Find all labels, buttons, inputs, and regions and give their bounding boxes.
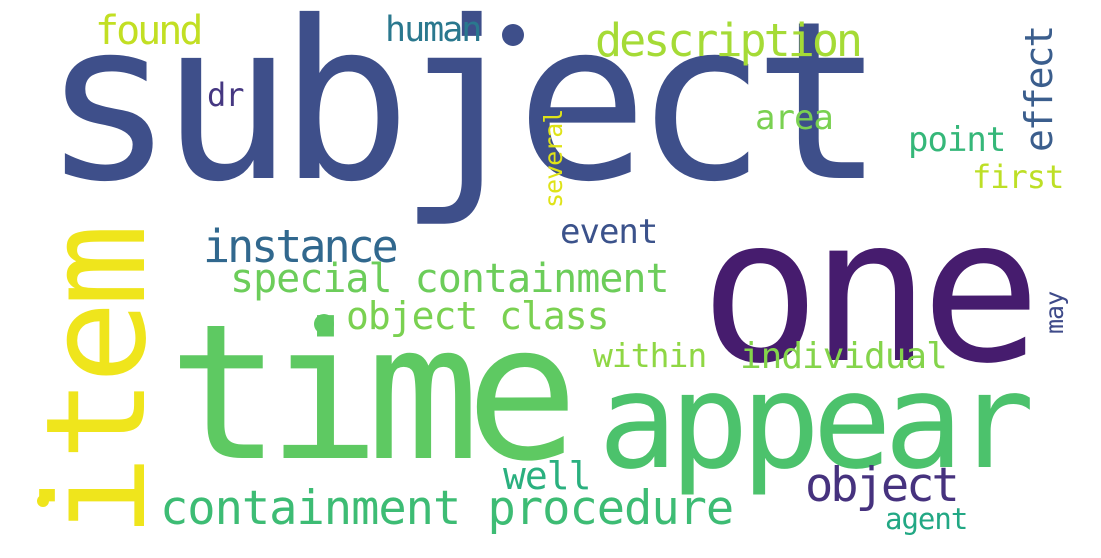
word-individual: individual <box>740 336 948 377</box>
word-area: area <box>755 98 834 138</box>
word-subject: subject <box>42 0 885 230</box>
green-dot <box>314 314 334 334</box>
word-event: event <box>560 212 658 252</box>
word-effect: effect <box>1017 26 1061 152</box>
yellow-dot <box>37 495 49 507</box>
word-containment-procedure: containment procedure <box>160 481 734 536</box>
word-within: within <box>593 336 707 375</box>
word-one: one <box>700 175 1041 408</box>
word-may: may <box>1040 291 1069 334</box>
word-dr: dr <box>207 76 245 114</box>
word-description: description <box>595 14 863 67</box>
word-first: first <box>972 158 1064 196</box>
word-found: found <box>95 8 203 54</box>
word-human: human <box>385 10 482 50</box>
word-well: well <box>503 454 592 498</box>
word-appear: appear <box>598 345 1035 499</box>
word-several: several <box>539 109 568 208</box>
word-time: time <box>168 284 579 503</box>
word-agent: agent <box>885 502 968 536</box>
word-object-class: object class <box>346 294 610 338</box>
word-point: point <box>908 120 1006 160</box>
word-item: item <box>16 229 177 538</box>
word-special-containment: special containment <box>230 256 670 302</box>
navy-dot <box>502 24 524 46</box>
word-instance: instance <box>203 220 399 273</box>
word-object: object <box>805 458 960 513</box>
